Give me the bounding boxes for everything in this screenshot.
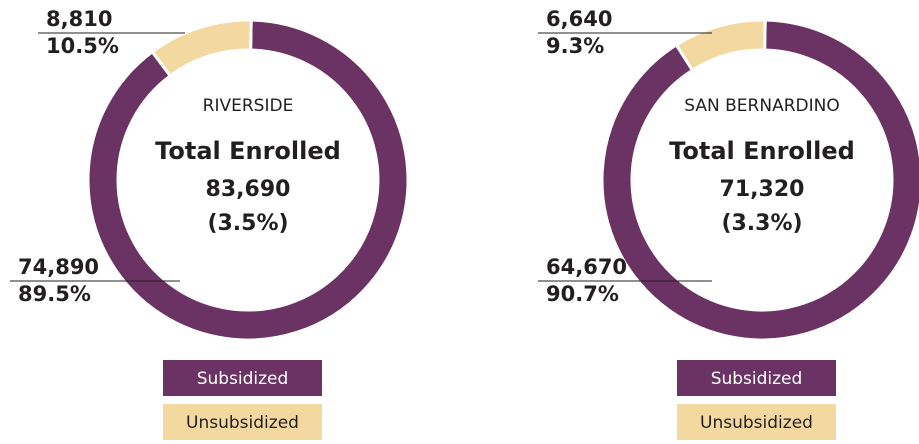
total-share-label: (3.5%) bbox=[207, 211, 288, 236]
legend-swatch bbox=[163, 404, 322, 440]
total-label: 83,690 bbox=[206, 177, 291, 202]
donut-slice bbox=[600, 18, 919, 342]
legend-swatch bbox=[677, 360, 836, 396]
value-label: 8,810 bbox=[46, 7, 112, 31]
total-label: 71,320 bbox=[720, 177, 805, 202]
legend-label: Unsubsidized bbox=[186, 413, 299, 433]
legend-label: Unsubsidized bbox=[700, 413, 813, 433]
legend-swatch bbox=[677, 404, 836, 440]
center-label: Total Enrolled bbox=[669, 137, 855, 165]
value-label: 74,890 bbox=[18, 255, 99, 279]
center-title: RIVERSIDE bbox=[203, 96, 294, 116]
legend-label: Subsidized bbox=[711, 369, 803, 389]
legend-label: Subsidized bbox=[197, 369, 289, 389]
center-label: Total Enrolled bbox=[155, 137, 341, 165]
donut-slice bbox=[150, 18, 253, 78]
percent-label: 90.7% bbox=[546, 282, 619, 306]
value-label: 6,640 bbox=[546, 7, 612, 31]
percent-label: 10.5% bbox=[46, 34, 119, 58]
total-share-label: (3.3%) bbox=[721, 211, 802, 236]
percent-label: 9.3% bbox=[546, 34, 604, 58]
percent-label: 89.5% bbox=[18, 282, 91, 306]
legend-swatch bbox=[163, 360, 322, 396]
value-label: 64,670 bbox=[546, 255, 627, 279]
center-title: SAN BERNARDINO bbox=[684, 96, 839, 116]
donut-slice bbox=[86, 18, 410, 342]
donut-slice bbox=[674, 18, 767, 73]
